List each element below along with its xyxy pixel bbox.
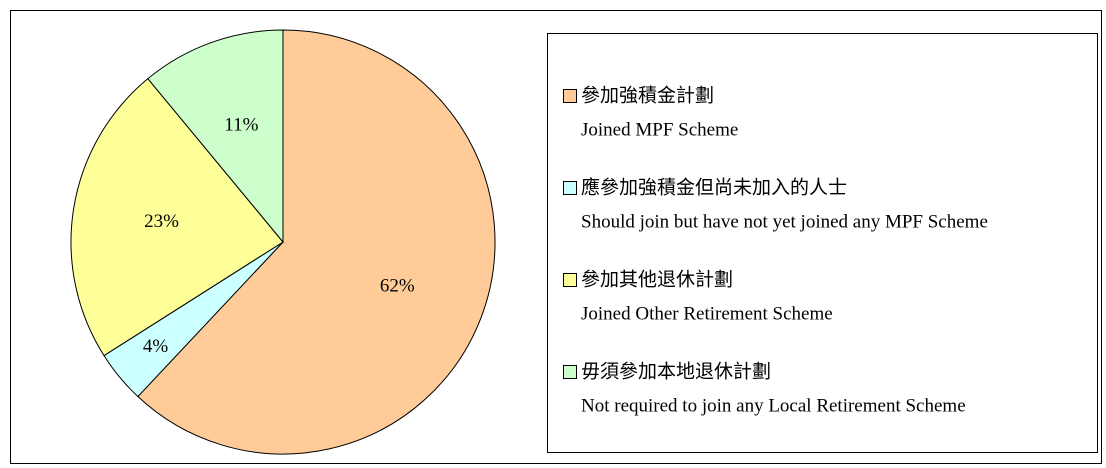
legend-label: 參加強積金計劃 — [581, 84, 714, 106]
legend-swatch — [563, 89, 577, 103]
pie-slice — [137, 29, 496, 455]
legend-swatch — [563, 181, 577, 195]
legend-label: 毋須參加本地退休計劃 — [581, 360, 771, 382]
legend-sublabel: Joined MPF Scheme — [581, 119, 738, 140]
value-label: 23% — [144, 211, 179, 232]
legend-label: 參加其他退休計劃 — [581, 268, 733, 290]
legend-sublabel: Joined Other Retirement Scheme — [581, 303, 833, 324]
pie-slice — [70, 77, 284, 357]
value-label: 11% — [224, 115, 258, 136]
legend-box — [547, 33, 1098, 453]
value-label: 62% — [380, 276, 415, 297]
legend-label: 應參加強積金但尚未加入的人士 — [581, 175, 847, 198]
legend-sublabel: Not required to join any Local Retiremen… — [581, 395, 966, 416]
pie-slice — [147, 29, 284, 244]
legend-swatch — [563, 273, 577, 287]
legend-sublabel: Should join but have not yet joined any … — [581, 211, 988, 232]
legend-swatch — [563, 365, 577, 379]
value-label: 4% — [143, 336, 169, 357]
